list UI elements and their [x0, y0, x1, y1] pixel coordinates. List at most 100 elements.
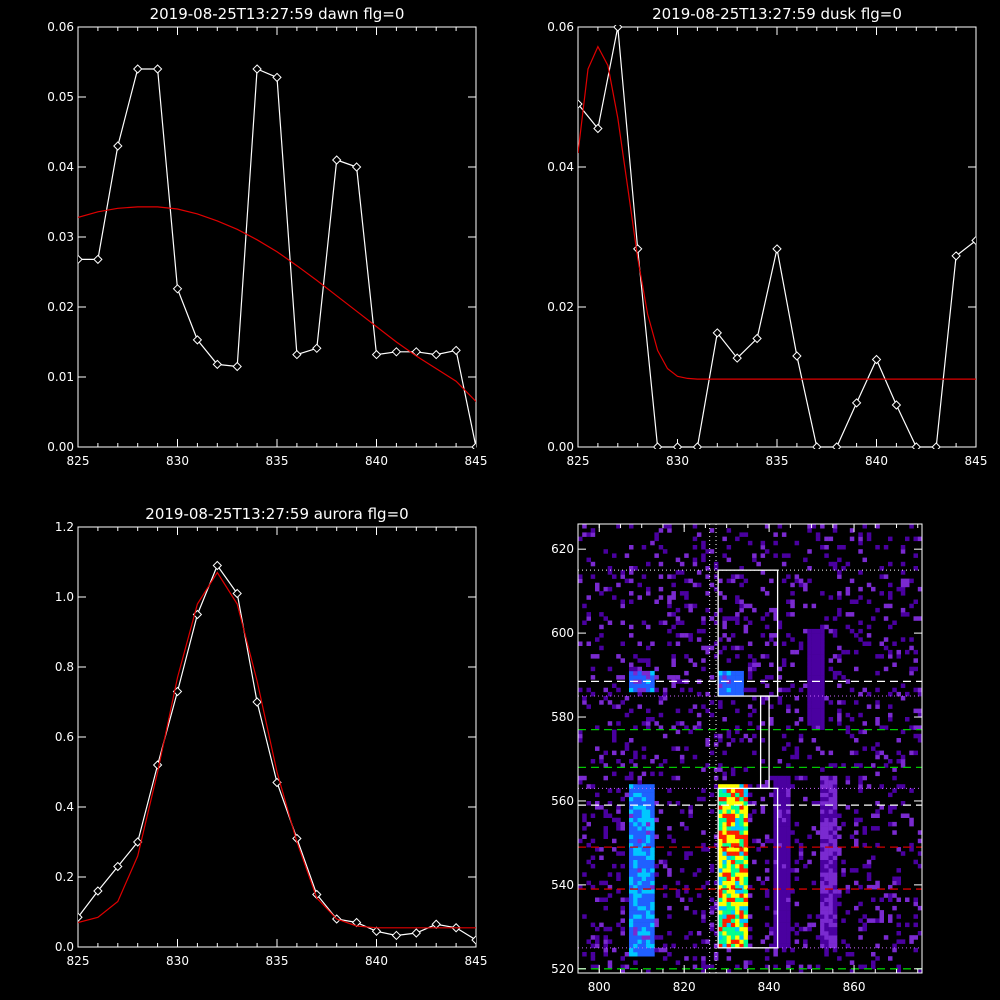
heatmap-cell: [662, 859, 668, 865]
heatmap-cell: [667, 834, 672, 839]
heatmap-cell: [633, 792, 638, 798]
heatmap-cell: [722, 691, 727, 697]
heatmap-cell: [641, 746, 647, 751]
heatmap-cell: [722, 943, 727, 949]
heatmap-cell: [730, 679, 736, 684]
heatmap-cell: [743, 792, 749, 798]
heatmap-cell: [662, 691, 668, 697]
heatmap-cell: [862, 775, 867, 781]
heatmap-cell: [646, 880, 651, 886]
heatmap-cell: [828, 838, 834, 844]
heatmap-cell: [811, 675, 817, 680]
heatmap-cell: [760, 633, 766, 638]
heatmap-cell: [786, 633, 791, 638]
heatmap-cell: [752, 708, 757, 714]
heatmap-cell: [692, 872, 698, 877]
heatmap-cell: [650, 801, 655, 806]
heatmap-cell: [739, 599, 744, 604]
heatmap-cell: [828, 750, 834, 756]
heatmap-cell: [794, 901, 800, 907]
heatmap-cell: [629, 910, 634, 915]
heatmap-cell: [607, 939, 613, 944]
heatmap-cell: [675, 746, 681, 751]
heatmap-cell: [637, 666, 642, 672]
heatmap-cell: [781, 746, 787, 751]
heatmap-cell: [612, 750, 617, 756]
heatmap-cell: [637, 893, 642, 898]
heatmap-cell: [726, 809, 732, 814]
heatmap-cell: [781, 939, 787, 944]
heatmap-cell: [747, 641, 753, 646]
heatmap-cell: [773, 813, 778, 818]
heatmap-cell: [633, 784, 638, 789]
heatmap-cell: [781, 662, 787, 667]
heatmap-cell: [718, 905, 723, 911]
heatmap-cell: [726, 826, 732, 831]
heatmap-cell: [824, 855, 829, 860]
heatmap-cell: [909, 842, 914, 848]
heatmap-cells: [578, 524, 923, 974]
heatmap-cell: [641, 792, 647, 798]
heatmap-cell: [718, 897, 723, 902]
heatmap-cell: [854, 880, 859, 886]
heatmap-cell: [845, 775, 851, 781]
heatmap-cell: [671, 612, 676, 617]
heatmap-cell: [790, 868, 795, 873]
heatmap-cell: [820, 842, 825, 848]
heatmap-cell: [658, 620, 664, 625]
heatmap-cell: [786, 792, 791, 798]
heatmap-cell: [650, 880, 655, 886]
heatmap-cell: [888, 603, 893, 609]
heatmap-cell: [832, 566, 838, 571]
heatmap-cell: [764, 654, 770, 659]
heatmap-cell: [828, 935, 834, 940]
heatmap-cell: [646, 805, 651, 810]
heatmap-cell: [650, 717, 655, 722]
heatmap-cell: [629, 926, 634, 932]
heatmap-cell: [828, 536, 834, 542]
heatmap-cell: [612, 817, 617, 823]
heatmap-cell: [590, 935, 596, 940]
heatmap-cell: [777, 809, 783, 814]
heatmap-cell: [722, 939, 727, 944]
heatmap-cell: [701, 960, 706, 965]
heatmap-cell: [743, 847, 749, 852]
heatmap-cell: [824, 868, 829, 873]
heatmap-cell: [641, 788, 647, 793]
heatmap-cell: [820, 880, 825, 886]
heatmap-cell: [828, 834, 834, 839]
heatmap-cell: [879, 784, 884, 789]
data-point: [371, 926, 382, 936]
heatmap-cell: [820, 649, 825, 655]
heatmap-cell: [811, 687, 817, 693]
heatmap-cell: [722, 826, 727, 831]
heatmap-cell: [875, 607, 880, 613]
heatmap-cell: [892, 880, 897, 886]
heatmap-cell: [684, 654, 689, 659]
heatmap-cell: [820, 792, 825, 798]
heatmap-cell: [769, 838, 774, 844]
heatmap-cell: [828, 700, 834, 705]
heatmap-cell: [892, 947, 897, 953]
heatmap-cell: [586, 801, 591, 806]
heatmap-cell: [684, 578, 689, 584]
heatmap-cell: [637, 805, 642, 810]
heatmap-cell: [595, 637, 600, 642]
heatmap-cell: [595, 943, 600, 949]
heatmap-cell: [726, 687, 732, 693]
heatmap-cell: [633, 847, 638, 852]
heatmap-cell: [662, 696, 668, 701]
heatmap-cell: [641, 939, 647, 944]
heatmap-cell: [747, 662, 753, 667]
heatmap-cell: [769, 675, 774, 680]
heatmap-cell: [773, 842, 778, 848]
heatmap-cell: [820, 775, 825, 781]
heatmap-cell: [735, 817, 740, 823]
heatmap-cell: [578, 775, 583, 781]
heatmap-cell: [590, 561, 596, 567]
heatmap-cell: [599, 922, 604, 928]
heatmap-cell: [705, 763, 710, 768]
heatmap-cell: [777, 901, 783, 907]
heatmap-cell: [726, 947, 732, 953]
heatmap-cell: [879, 591, 884, 596]
